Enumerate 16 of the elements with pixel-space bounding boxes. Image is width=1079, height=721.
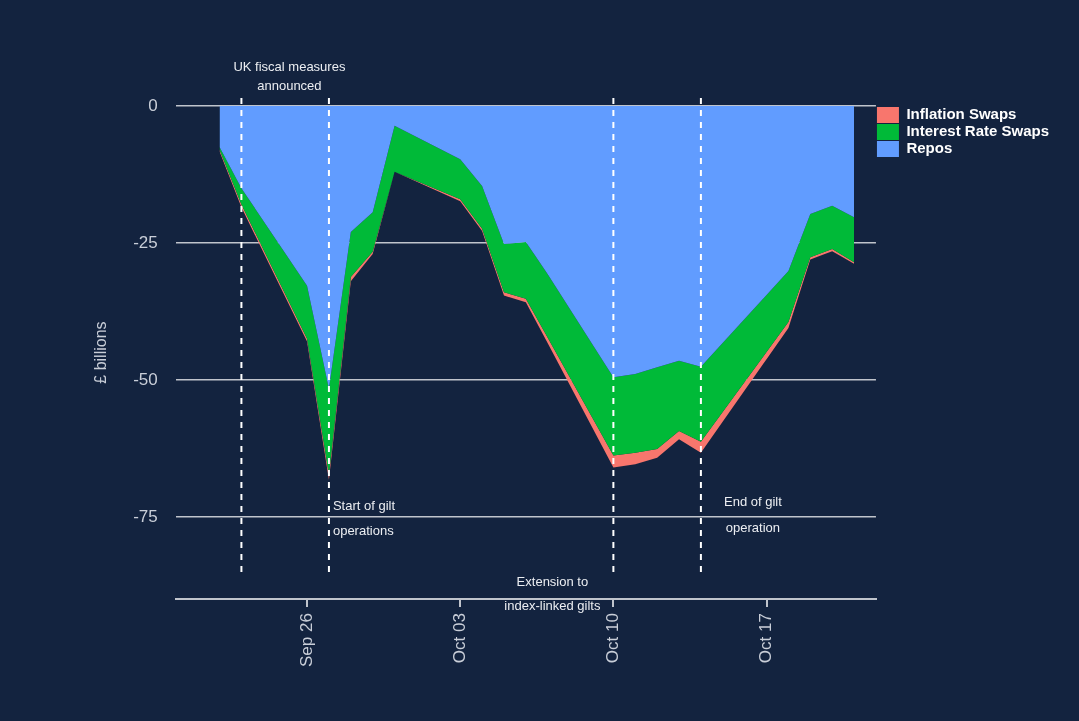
ref-line-label: End of gilt operation xyxy=(723,493,783,535)
y-axis-title: £ billions xyxy=(92,321,110,384)
x-tick-label: Oct 03 xyxy=(449,613,469,664)
x-tick-label: Oct 10 xyxy=(603,613,623,664)
ref-line-label: Extension to index-linked gilts xyxy=(504,573,601,613)
y-tick-label: -50 xyxy=(133,369,158,389)
legend-label: Interest Rate Swaps xyxy=(906,122,1050,140)
x-tick-label: Oct 17 xyxy=(756,613,776,664)
y-tick-label: 0 xyxy=(148,95,158,115)
legend-label: Inflation Swaps xyxy=(906,105,1017,123)
x-tick-label: Sep 26 xyxy=(296,613,316,668)
y-tick-label: -25 xyxy=(133,232,158,252)
y-tick-label: -75 xyxy=(133,506,158,526)
ref-line-label: Start of gilt operations xyxy=(332,497,396,538)
ref-line-label: UK fiscal measures announced xyxy=(233,58,346,93)
legend-label: Repos xyxy=(906,139,953,157)
